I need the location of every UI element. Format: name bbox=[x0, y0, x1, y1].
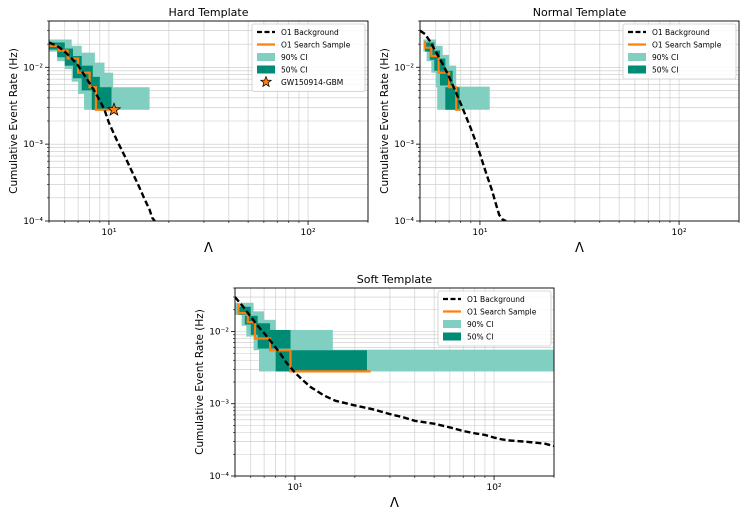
y-tick-label: 10⁻⁴ bbox=[394, 217, 414, 227]
ci50-box bbox=[275, 350, 367, 372]
x-tick-label: 10¹ bbox=[472, 228, 487, 238]
y-axis-label: Cumulative Event Rate (Hz) bbox=[194, 309, 206, 455]
plot-area bbox=[235, 296, 554, 448]
x-tick-label: 10² bbox=[301, 228, 316, 238]
legend-label: 90% CI bbox=[281, 53, 308, 62]
legend-label: O1 Background bbox=[652, 28, 710, 37]
x-axis-label: Λ bbox=[204, 241, 213, 256]
legend-ci90-swatch bbox=[628, 53, 646, 61]
legend-label: 50% CI bbox=[467, 333, 494, 342]
y-axis-label: Cumulative Event Rate (Hz) bbox=[8, 48, 20, 194]
ci90-box bbox=[437, 86, 490, 110]
chart-title: Normal Template bbox=[533, 6, 627, 19]
legend-label: 50% CI bbox=[652, 66, 679, 75]
legend-box bbox=[437, 290, 552, 347]
plot-area bbox=[420, 29, 507, 221]
ci50-box bbox=[244, 315, 258, 325]
y-tick-label: 10⁻⁴ bbox=[23, 217, 43, 227]
background-line bbox=[235, 296, 554, 448]
panel-soft-template: 10¹ 10² 10⁻⁴ 10⁻³ 10⁻² Soft Template Λ Cumulati… bbox=[194, 273, 555, 511]
legend-label: O1 Search Sample bbox=[281, 41, 351, 50]
y-tick-label: 10⁻³ bbox=[23, 140, 43, 150]
background-line bbox=[49, 41, 156, 221]
search-sample-line bbox=[237, 304, 371, 373]
legend-ci90-swatch bbox=[257, 53, 275, 61]
ci50-box bbox=[238, 306, 251, 315]
legend-ci50-swatch bbox=[443, 332, 461, 341]
y-tick-label: 10⁻³ bbox=[209, 400, 229, 410]
legend-label: GW150914-GBM bbox=[281, 78, 343, 87]
x-tick-label: 10¹ bbox=[287, 483, 302, 493]
background-line bbox=[420, 29, 507, 221]
legend-label: 90% CI bbox=[467, 320, 494, 329]
panel-normal-template: 10¹ 10² 10⁻⁴ 10⁻³ 10⁻² Normal Template Λ Cumula… bbox=[379, 6, 740, 256]
legend-label: 90% CI bbox=[652, 53, 679, 62]
x-tick-label: 10² bbox=[487, 483, 502, 493]
ci50-box bbox=[434, 58, 446, 71]
x-axis-label: Λ bbox=[390, 496, 399, 511]
y-tick-label: 10⁻³ bbox=[394, 140, 414, 150]
chart-title: Soft Template bbox=[357, 273, 433, 286]
x-tick-label: 10¹ bbox=[101, 228, 116, 238]
legend-label: O1 Background bbox=[281, 28, 339, 37]
legend-ci50-swatch bbox=[257, 65, 275, 74]
x-tick-label: 10² bbox=[672, 228, 687, 238]
legend-label: O1 Search Sample bbox=[652, 41, 722, 50]
chart-title: Hard Template bbox=[168, 6, 248, 19]
legend-box bbox=[622, 23, 737, 80]
legend-label: O1 Background bbox=[467, 295, 525, 304]
panel-hard-template: 10¹ 10² 10⁻⁴ 10⁻³ 10⁻² Hard Template Λ Cumulati… bbox=[8, 6, 369, 256]
legend-star-swatch bbox=[259, 75, 273, 88]
ci50-box bbox=[445, 87, 460, 110]
y-tick-label: 10⁻² bbox=[209, 327, 229, 337]
gw150914-star-marker bbox=[106, 102, 122, 116]
legend-ci50-swatch bbox=[628, 65, 646, 74]
legend-box bbox=[251, 23, 366, 92]
y-tick-label: 10⁻² bbox=[23, 63, 43, 73]
x-axis-label: Λ bbox=[575, 241, 584, 256]
plot-area bbox=[49, 39, 156, 221]
y-tick-label: 10⁻² bbox=[394, 63, 414, 73]
legend-ci90-swatch bbox=[443, 320, 461, 328]
y-tick-label: 10⁻⁴ bbox=[209, 472, 229, 482]
legend-label: O1 Search Sample bbox=[467, 308, 537, 317]
y-axis-label: Cumulative Event Rate (Hz) bbox=[379, 48, 391, 194]
legend-label: 50% CI bbox=[281, 66, 308, 75]
